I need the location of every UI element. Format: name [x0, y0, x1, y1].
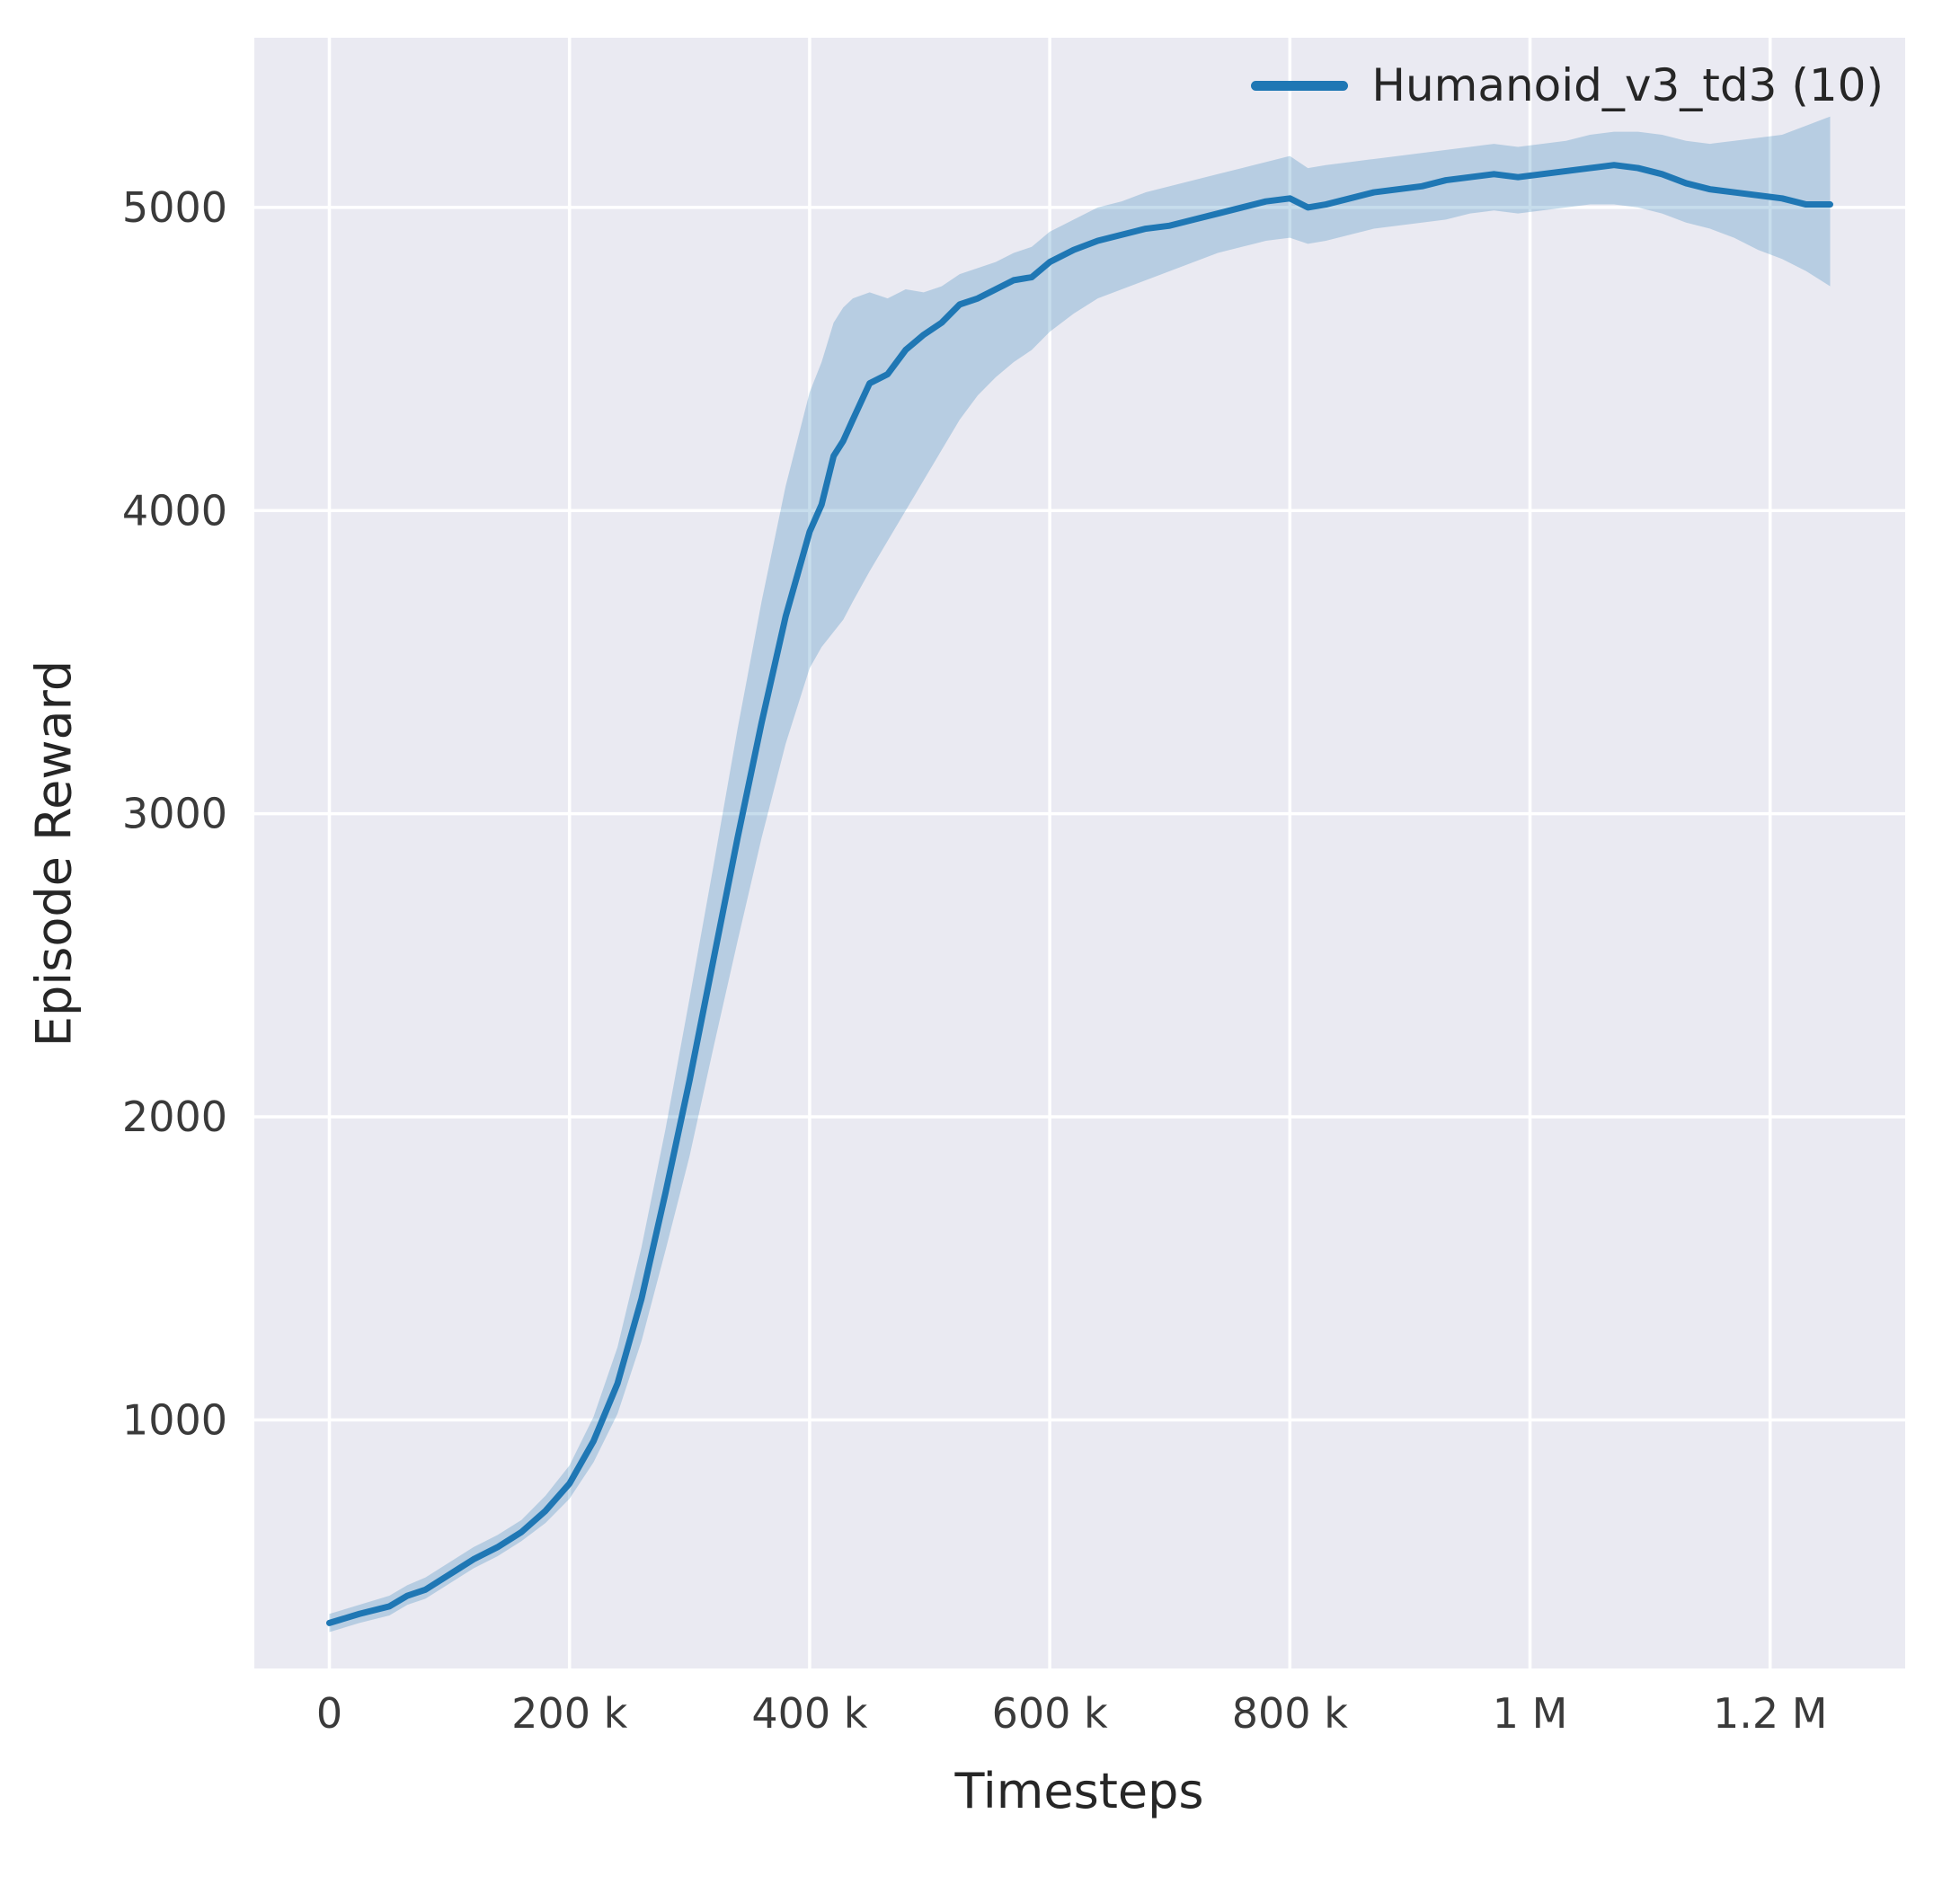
svg-text:0: 0: [316, 1689, 342, 1738]
gridlines: [254, 38, 1905, 1668]
x-tick-labels: 0 200 k 400 k 600 k 800 k 1 M 1.2 M: [316, 1689, 1828, 1738]
y-axis-label: Episode Reward: [25, 659, 83, 1048]
svg-text:5000: 5000: [122, 183, 227, 232]
axes-background: [254, 38, 1905, 1668]
x-axis-label: Timesteps: [954, 1763, 1204, 1819]
svg-text:3000: 3000: [122, 790, 227, 838]
svg-text:600 k: 600 k: [992, 1689, 1108, 1738]
mean-line: [326, 162, 1833, 1626]
svg-text:4000: 4000: [122, 486, 227, 535]
svg-text:2000: 2000: [122, 1093, 227, 1141]
svg-text:1 M: 1 M: [1493, 1689, 1568, 1738]
svg-text:1.2 M: 1.2 M: [1713, 1689, 1827, 1738]
legend-line-sample: [1251, 80, 1349, 91]
svg-text:200 k: 200 k: [511, 1689, 627, 1738]
y-tick-labels: 1000 2000 3000 4000 5000: [122, 183, 227, 1444]
legend-label: Humanoid_v3_td3 (10): [1371, 59, 1884, 111]
svg-text:800 k: 800 k: [1232, 1689, 1348, 1738]
legend: Humanoid_v3_td3 (10): [1251, 59, 1884, 111]
svg-text:400 k: 400 k: [751, 1689, 867, 1738]
svg-text:1000: 1000: [122, 1395, 227, 1444]
